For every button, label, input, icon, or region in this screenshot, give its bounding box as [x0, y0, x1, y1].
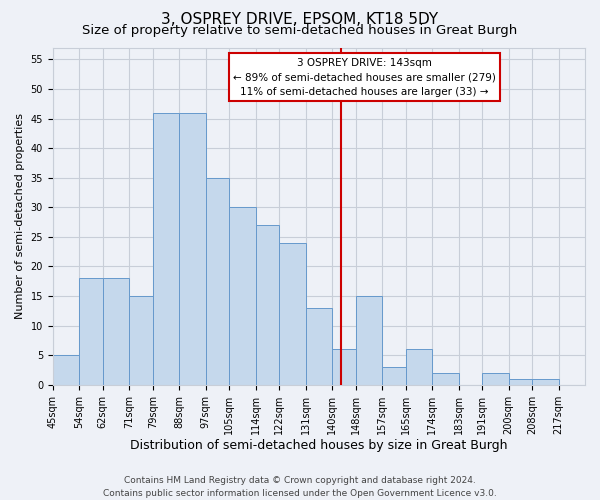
Bar — [356, 296, 382, 385]
Text: 3, OSPREY DRIVE, EPSOM, KT18 5DY: 3, OSPREY DRIVE, EPSOM, KT18 5DY — [161, 12, 439, 28]
Text: Contains HM Land Registry data © Crown copyright and database right 2024.
Contai: Contains HM Land Registry data © Crown c… — [103, 476, 497, 498]
Bar — [532, 379, 559, 385]
Y-axis label: Number of semi-detached properties: Number of semi-detached properties — [15, 113, 25, 319]
Bar — [279, 243, 305, 385]
Bar — [79, 278, 103, 385]
Text: Size of property relative to semi-detached houses in Great Burgh: Size of property relative to semi-detach… — [82, 24, 518, 37]
Bar — [229, 208, 256, 385]
Bar — [53, 356, 79, 385]
Bar — [382, 367, 406, 385]
Bar — [432, 373, 458, 385]
Bar — [153, 112, 179, 385]
Bar — [509, 379, 532, 385]
Bar — [482, 373, 509, 385]
Bar — [305, 308, 332, 385]
X-axis label: Distribution of semi-detached houses by size in Great Burgh: Distribution of semi-detached houses by … — [130, 440, 508, 452]
Bar — [129, 296, 153, 385]
Text: 3 OSPREY DRIVE: 143sqm
← 89% of semi-detached houses are smaller (279)
11% of se: 3 OSPREY DRIVE: 143sqm ← 89% of semi-det… — [233, 58, 496, 97]
Bar — [103, 278, 129, 385]
Bar — [406, 350, 432, 385]
Bar — [332, 350, 356, 385]
Bar — [206, 178, 229, 385]
Bar — [179, 112, 206, 385]
Bar — [256, 225, 279, 385]
